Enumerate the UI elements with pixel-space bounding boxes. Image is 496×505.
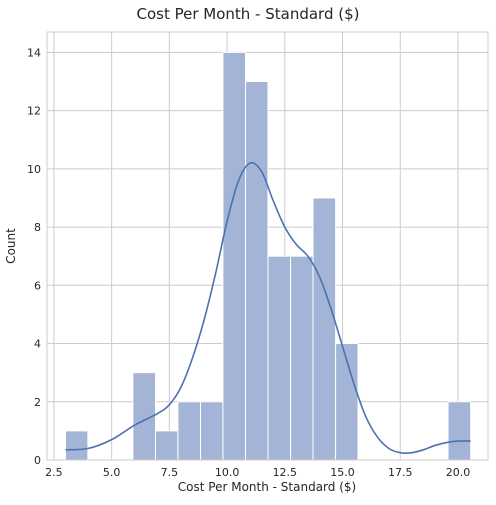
- x-tick-label: 12.5: [273, 466, 298, 479]
- y-tick-label: 8: [34, 221, 41, 234]
- histogram-bar: [177, 401, 202, 461]
- histogram-bar: [267, 255, 292, 461]
- histogram-bar: [222, 51, 247, 461]
- x-tick-label: 10.0: [215, 466, 240, 479]
- plot-frame: [46, 31, 489, 461]
- chart-title: Cost Per Month - Standard ($): [136, 5, 359, 23]
- y-tick-label: 10: [27, 163, 41, 176]
- y-axis-label: Count: [4, 228, 18, 264]
- histogram-bars: [64, 51, 472, 461]
- histogram-bar: [245, 80, 269, 461]
- x-tick-label: 5.0: [103, 466, 121, 479]
- x-tick-label: 17.5: [388, 466, 413, 479]
- x-tick-labels: 2.5 5.0 7.5 10.0 12.5 15.0 17.5 20.0: [45, 466, 470, 479]
- y-tick-label: 12: [27, 105, 41, 118]
- y-tick-labels: 0 2 4 6 8 10 12 14: [27, 46, 41, 467]
- kde-curve: [65, 161, 471, 454]
- x-tick-label: 7.5: [161, 466, 179, 479]
- y-tick-label: 0: [34, 454, 41, 467]
- y-tick-label: 6: [34, 279, 41, 292]
- histogram-bar: [155, 430, 179, 461]
- y-tick-label: 2: [34, 396, 41, 409]
- histogram-bar: [447, 401, 472, 461]
- x-tick-label: 20.0: [446, 466, 471, 479]
- histogram-bar: [290, 255, 314, 461]
- histogram-bar: [312, 197, 337, 461]
- x-axis-label: Cost Per Month - Standard ($): [178, 480, 356, 494]
- x-tick-label: 15.0: [330, 466, 355, 479]
- y-tick-label: 4: [34, 338, 41, 351]
- kde-curve-group: [65, 161, 471, 454]
- histogram-bar: [200, 401, 224, 461]
- histogram-bar: [64, 430, 89, 461]
- y-tick-label: 14: [27, 46, 41, 59]
- x-tick-label: 2.5: [45, 466, 63, 479]
